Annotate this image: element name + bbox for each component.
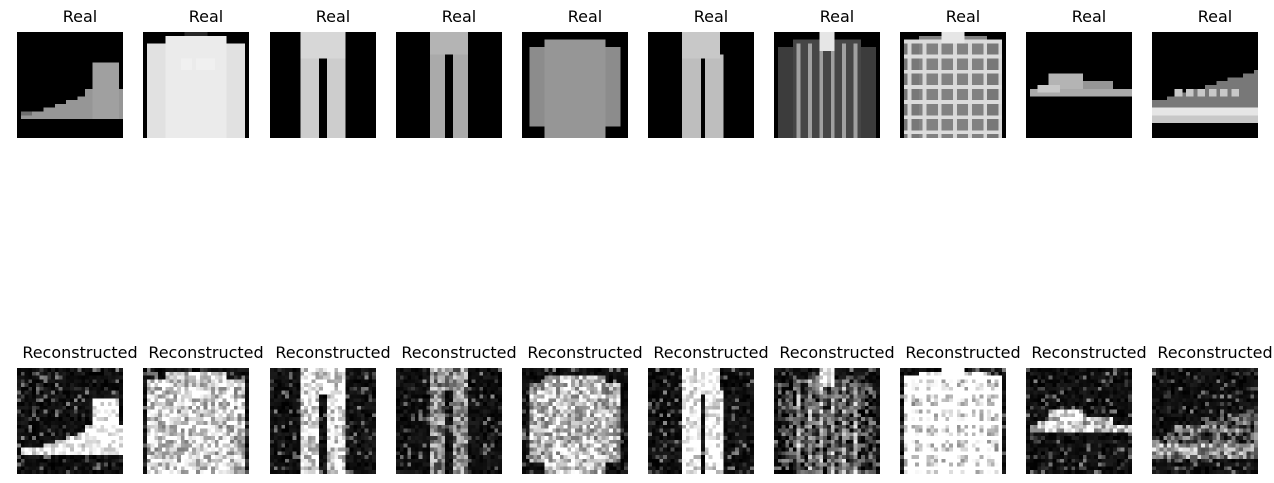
reconstructed-image-trousers bbox=[648, 368, 754, 474]
reconstructed-panel: Reconstructed bbox=[270, 336, 396, 476]
real-panel: Real bbox=[1026, 0, 1152, 140]
panel-title: Reconstructed bbox=[1031, 343, 1147, 362]
panel-title: Reconstructed bbox=[779, 343, 895, 362]
real-panel: Real bbox=[1152, 0, 1274, 140]
real-image-trousers bbox=[648, 32, 754, 138]
panel-title: Real bbox=[945, 7, 981, 26]
panel-title: Real bbox=[188, 7, 224, 26]
real-image-shirt bbox=[522, 32, 628, 138]
reconstructed-panel: Reconstructed bbox=[648, 336, 774, 476]
real-image-coat bbox=[774, 32, 880, 138]
panel-title: Real bbox=[1071, 7, 1107, 26]
reconstructed-image-shirt bbox=[522, 368, 628, 474]
real-panel: Real bbox=[900, 0, 1026, 140]
real-panel: Real bbox=[143, 0, 269, 140]
real-image-trousers bbox=[396, 32, 502, 138]
reconstructed-panel: Reconstructed bbox=[1152, 336, 1274, 476]
panel-title: Real bbox=[441, 7, 477, 26]
reconstructed-panel: Reconstructed bbox=[900, 336, 1026, 476]
real-image-sneaker bbox=[17, 32, 123, 138]
reconstructed-images-row: Reconstructed Reconstructed Reconstructe… bbox=[0, 336, 1274, 476]
real-panel: Real bbox=[17, 0, 143, 140]
reconstructed-panel: Reconstructed bbox=[522, 336, 648, 476]
reconstructed-image-shirt bbox=[900, 368, 1006, 474]
reconstructed-panel: Reconstructed bbox=[396, 336, 522, 476]
real-panel: Real bbox=[396, 0, 522, 140]
real-image-sneaker bbox=[1152, 32, 1258, 138]
reconstructed-panel: Reconstructed bbox=[774, 336, 900, 476]
reconstructed-panel: Reconstructed bbox=[143, 336, 269, 476]
reconstructed-image-sandal bbox=[1026, 368, 1132, 474]
real-panel: Real bbox=[774, 0, 900, 140]
reconstructed-image-trousers bbox=[396, 368, 502, 474]
real-image-sweater bbox=[143, 32, 249, 138]
reconstructed-image-sweater bbox=[143, 368, 249, 474]
reconstructed-image-sneaker bbox=[1152, 368, 1258, 474]
reconstructed-image-trousers bbox=[270, 368, 376, 474]
panel-title: Reconstructed bbox=[22, 343, 138, 362]
panel-title: Reconstructed bbox=[1157, 343, 1273, 362]
panel-title: Reconstructed bbox=[148, 343, 264, 362]
reconstructed-panel: Reconstructed bbox=[1026, 336, 1152, 476]
panel-title: Real bbox=[62, 7, 98, 26]
panel-title: Reconstructed bbox=[905, 343, 1021, 362]
real-panel: Real bbox=[522, 0, 648, 140]
panel-title: Reconstructed bbox=[401, 343, 517, 362]
panel-title: Real bbox=[819, 7, 855, 26]
panel-title: Real bbox=[315, 7, 351, 26]
panel-title: Reconstructed bbox=[527, 343, 643, 362]
panel-title: Real bbox=[567, 7, 603, 26]
real-image-shirt bbox=[900, 32, 1006, 138]
panel-title: Real bbox=[693, 7, 729, 26]
real-panel: Real bbox=[648, 0, 774, 140]
real-panel: Real bbox=[270, 0, 396, 140]
real-images-row: Real Real Real Real Real Real Real Real … bbox=[0, 0, 1274, 140]
panel-title: Reconstructed bbox=[275, 343, 391, 362]
reconstructed-panel: Reconstructed bbox=[17, 336, 143, 476]
real-image-sandal bbox=[1026, 32, 1132, 138]
reconstructed-image-coat bbox=[774, 368, 880, 474]
real-image-trousers bbox=[270, 32, 376, 138]
panel-title: Reconstructed bbox=[653, 343, 769, 362]
panel-title: Real bbox=[1197, 7, 1233, 26]
reconstructed-image-sneaker bbox=[17, 368, 123, 474]
